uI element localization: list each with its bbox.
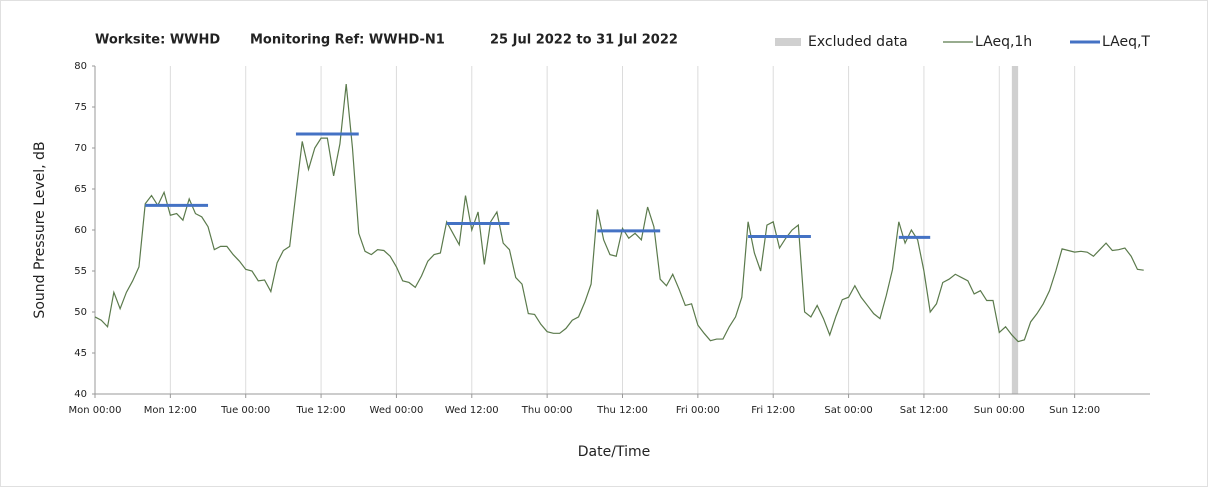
series-line	[94, 83, 1144, 343]
x-tick-label: Wed 00:00	[370, 405, 424, 416]
y-tick-label: 50	[74, 307, 87, 318]
y-tick-label: 55	[74, 266, 87, 277]
y-tick-label: 65	[74, 184, 87, 195]
x-tick-label: Wed 12:00	[445, 405, 499, 416]
y-tick-label: 45	[74, 348, 87, 359]
x-tick-label: Tue 12:00	[296, 405, 346, 416]
y-tick-label: 70	[74, 143, 87, 154]
legend-label: Excluded data	[808, 34, 908, 50]
x-tick-label: Tue 00:00	[220, 405, 270, 416]
x-tick-label: Sat 00:00	[824, 405, 872, 416]
title-period: 25 Jul 2022 to 31 Jul 2022	[490, 33, 678, 48]
y-tick-label: 60	[74, 225, 87, 236]
legend-swatch	[775, 38, 801, 46]
x-tick-label: Mon 00:00	[68, 405, 121, 416]
x-tick-label: Thu 12:00	[596, 405, 648, 416]
y-tick-label: 40	[74, 389, 87, 400]
y-axis-label: Sound Pressure Level, dB	[32, 141, 48, 318]
legend-label: LAeq,1h	[975, 34, 1032, 50]
excluded-band	[1011, 66, 1019, 394]
x-tick-label: Fri 00:00	[676, 405, 720, 416]
x-tick-label: Sun 12:00	[1049, 405, 1100, 416]
x-tick-label: Mon 12:00	[144, 405, 197, 416]
x-axis-label: Date/Time	[578, 444, 650, 460]
y-tick-label: 75	[74, 102, 87, 113]
title-monitoring-ref: Monitoring Ref: WWHD-N1	[250, 33, 445, 48]
y-tick-label: 80	[74, 61, 87, 72]
x-tick-label: Thu 00:00	[521, 405, 573, 416]
x-tick-label: Sat 12:00	[900, 405, 948, 416]
title-worksite: Worksite: WWHD	[95, 33, 220, 48]
x-tick-label: Fri 12:00	[751, 405, 795, 416]
x-tick-label: Sun 00:00	[974, 405, 1025, 416]
legend-label: LAeq,T	[1102, 34, 1150, 50]
